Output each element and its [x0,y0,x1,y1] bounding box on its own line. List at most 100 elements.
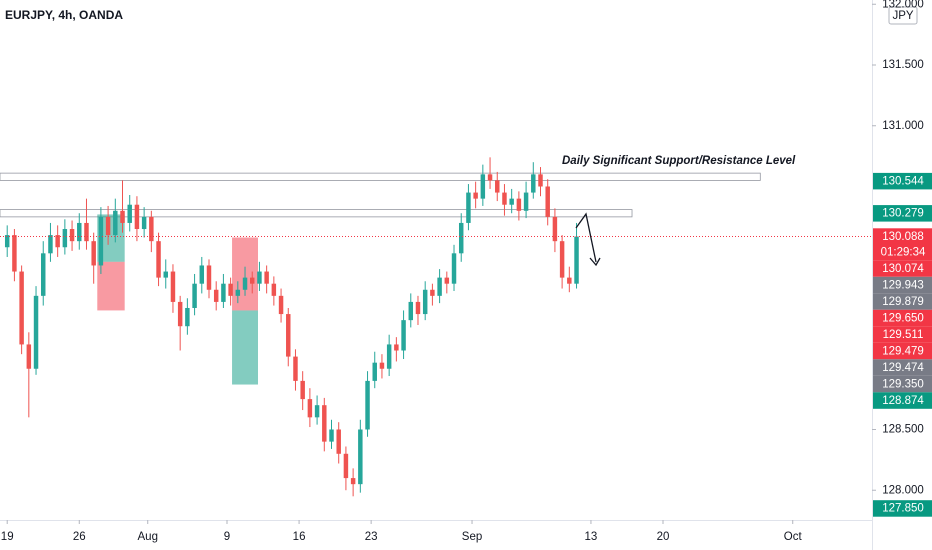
candle-body [487,174,493,181]
sr-zone [0,209,633,218]
candle-body [19,271,24,345]
plot-area [0,157,872,497]
candle-body [163,271,168,278]
candle-body [516,198,522,211]
price-badge-label: 130.279 [882,208,924,220]
candle-body [249,277,255,284]
candle-body [394,344,399,351]
candle-body [401,320,406,351]
price-badge-label: 129.943 [882,279,924,291]
price-badge [873,205,932,222]
candle-body [567,277,572,284]
candle-body [408,301,414,321]
annotation: Daily Significant Support/Resistance Lev… [562,155,796,167]
candle-body [473,192,478,199]
x-tick-label: Aug [138,531,158,543]
candle-body [271,283,277,296]
candle-body [307,399,313,418]
x-tick-label: Sep [462,531,482,543]
candle-body [257,271,262,284]
candle-body [509,198,514,205]
candle-body [156,241,161,278]
candle-body [430,289,435,296]
price-badge [873,228,932,261]
candle-body [458,222,464,254]
y-tick-label: 131.000 [882,120,924,132]
candle-body [69,229,75,242]
candle-body [141,216,147,230]
sr-zone [0,172,761,181]
candle-body [91,241,96,266]
x-tick-label: 23 [365,531,378,543]
price-badge [873,375,932,393]
price-badge [873,172,932,190]
candle-body [206,265,212,290]
candle-body [386,344,392,369]
candle-body [437,277,442,296]
candle-body [170,271,176,302]
candle-body [12,235,17,272]
position-stop [97,261,125,311]
x-tick-label: 9 [224,531,230,543]
price-badge-label: 129.511 [883,329,924,341]
candle-body [574,236,579,284]
candle-body [322,405,327,442]
candle-body [444,277,450,284]
price-badge [873,293,932,310]
price-badge [873,276,932,294]
countdown: 01:29:34 [881,246,926,258]
candle-body [55,235,60,248]
candle-body [350,478,356,485]
price-badge-label: 129.879 [882,296,924,308]
price-badge-label: 130.074 [882,263,924,275]
price-badge-label: 129.650 [882,312,924,324]
y-tick-label: 132.000 [882,0,924,10]
candle-body [26,344,32,369]
candle-body [545,186,550,217]
candle-body [4,235,10,248]
candle-body [286,314,291,357]
position-target [232,310,258,385]
candle-body [62,229,68,248]
candle-body [177,301,183,327]
price-badge [873,309,932,327]
x-tick-label: 20 [657,531,670,543]
currency: JPY [892,10,913,22]
currency-box [888,6,918,25]
candle-body [422,289,428,315]
candle-body [84,222,89,242]
candle-body [466,192,471,223]
price-badge-label: 130.544 [882,175,924,187]
candle-body [336,429,341,454]
candle-body [213,289,219,302]
price-badge-label: 129.474 [882,362,924,374]
price-badge [873,359,932,376]
candle-body [358,429,363,485]
candle-body [199,265,205,284]
y-tick-label: 128.000 [882,484,924,496]
y-tick-label: 131.500 [882,59,924,71]
candle-body [278,295,284,315]
x-tick-label: 16 [293,531,306,543]
price-badge-label: 130.088 [882,231,924,243]
candle-body [538,174,543,187]
candle-body [329,429,334,442]
candle-body [531,174,536,193]
price-badge-label: 129.350 [882,378,924,390]
candle-body [343,453,349,479]
price-badge [873,326,932,343]
candle-body [134,204,140,230]
price-badge [873,392,932,409]
candle-body [127,204,132,223]
candle-body [149,216,154,242]
candle-body [235,289,241,296]
candle-body [221,283,226,302]
candle-body [120,210,125,223]
price-badge-label: 129.479 [882,345,924,357]
candle-body [495,180,500,193]
candle-body [502,192,507,205]
candle-body [314,405,320,418]
price-badge [873,500,932,517]
price-badge-label: 128.874 [882,395,924,407]
